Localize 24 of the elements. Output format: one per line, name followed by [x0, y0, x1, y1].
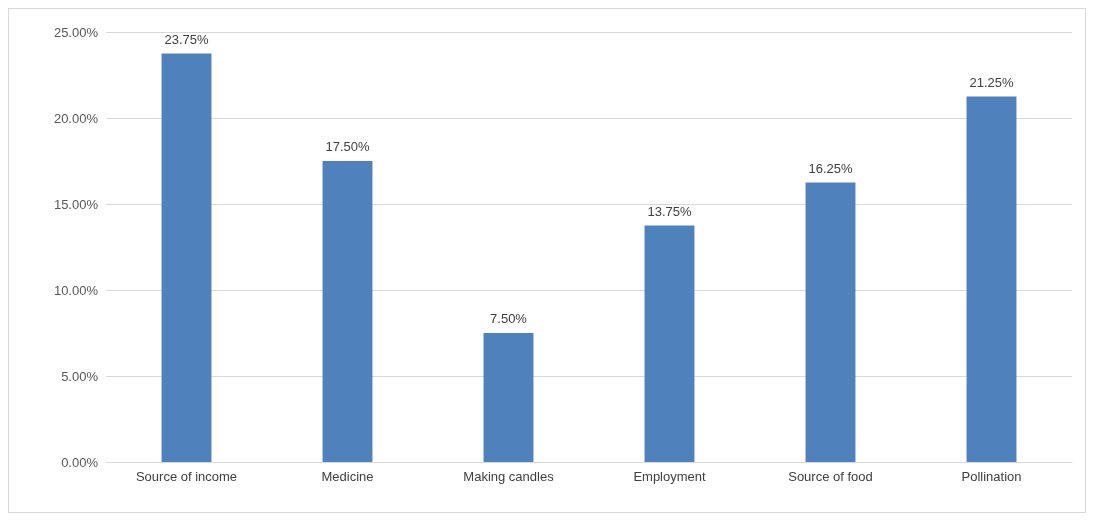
x-tick-label: Source of food	[788, 469, 873, 484]
data-label: 16.25%	[808, 160, 853, 176]
x-tick-label: Source of income	[135, 469, 238, 484]
bar	[322, 161, 373, 462]
data-label: 13.75%	[647, 203, 692, 219]
data-label: 23.75%	[164, 31, 209, 47]
data-label: 17.50%	[325, 139, 370, 154]
x-tick-label: Employment	[633, 469, 707, 484]
y-tick-label: 15.00%	[53, 196, 99, 212]
data-label: 7.50%	[490, 311, 528, 326]
data-label: 21.25%	[969, 74, 1014, 90]
y-tick-label: 10.00%	[53, 282, 99, 298]
y-tick-label: 25.00%	[53, 24, 99, 40]
x-tick-label: Making candles	[463, 469, 555, 484]
bar	[966, 96, 1017, 462]
bar	[805, 182, 856, 462]
bar	[483, 333, 534, 462]
y-tick-label: 5.00%	[61, 368, 99, 384]
bar	[644, 225, 695, 462]
x-tick-label: Pollination	[961, 469, 1022, 484]
y-tick-label: 0.00%	[61, 454, 99, 470]
bar	[161, 53, 212, 462]
y-tick-label: 20.00%	[53, 110, 99, 126]
x-tick-label: Medicine	[321, 469, 374, 484]
